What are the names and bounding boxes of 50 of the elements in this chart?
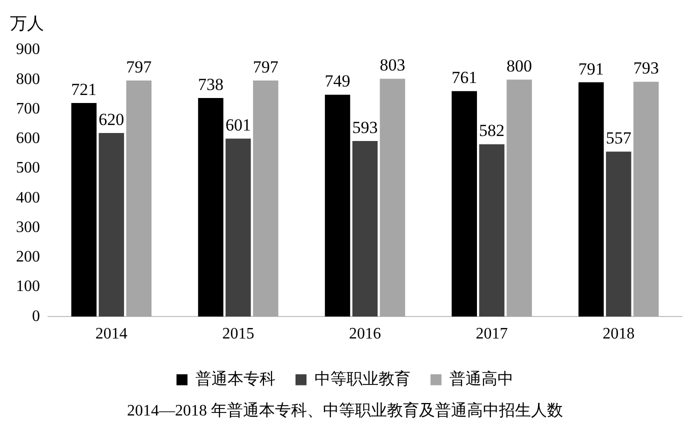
y-axis-title: 万人 bbox=[10, 14, 44, 33]
bar bbox=[324, 94, 350, 317]
data-label: 797 bbox=[126, 57, 152, 76]
bar bbox=[479, 144, 504, 317]
data-label: 791 bbox=[578, 59, 604, 78]
bar bbox=[226, 138, 251, 317]
data-label: 620 bbox=[98, 110, 124, 129]
y-tick-label: 400 bbox=[16, 189, 40, 206]
y-tick-label: 700 bbox=[16, 100, 40, 118]
data-label: 721 bbox=[71, 80, 97, 99]
data-label: 557 bbox=[606, 128, 632, 148]
x-tick-label: 2014 bbox=[95, 325, 128, 342]
legend-label: 普通高中 bbox=[450, 370, 514, 388]
x-tick-label: 2018 bbox=[602, 325, 635, 342]
legend-label: 中等职业教育 bbox=[314, 370, 410, 388]
bar bbox=[98, 132, 124, 317]
data-label: 738 bbox=[198, 74, 224, 94]
data-label: 593 bbox=[352, 118, 378, 137]
y-tick-label: 0 bbox=[32, 308, 40, 325]
data-label: 582 bbox=[479, 121, 505, 140]
bar bbox=[126, 80, 152, 317]
x-tick-label: 2016 bbox=[349, 325, 381, 342]
bar bbox=[198, 98, 224, 317]
y-tick-label: 200 bbox=[16, 248, 40, 266]
y-tick-label: 500 bbox=[16, 160, 40, 177]
data-label: 601 bbox=[225, 116, 251, 135]
bar bbox=[380, 78, 406, 317]
bar bbox=[606, 152, 632, 317]
bar bbox=[633, 82, 659, 317]
y-tick-label: 900 bbox=[16, 41, 40, 58]
bar bbox=[352, 140, 378, 317]
y-tick-label: 600 bbox=[16, 130, 40, 148]
legend-label: 普通本专科 bbox=[196, 370, 276, 388]
x-tick-label: 2015 bbox=[222, 325, 254, 342]
bar bbox=[71, 103, 97, 317]
data-label: 797 bbox=[252, 57, 279, 76]
data-label: 761 bbox=[452, 68, 478, 88]
data-label: 793 bbox=[633, 58, 659, 78]
bar bbox=[253, 80, 278, 317]
bar bbox=[452, 91, 477, 317]
data-label: 803 bbox=[380, 56, 406, 75]
bar bbox=[506, 80, 532, 317]
y-tick-label: 300 bbox=[16, 218, 40, 236]
x-tick-label: 2017 bbox=[476, 325, 508, 342]
data-label: 800 bbox=[506, 56, 532, 76]
y-tick-label: 100 bbox=[16, 278, 40, 296]
data-label: 749 bbox=[324, 72, 350, 91]
y-tick-label: 800 bbox=[16, 70, 40, 88]
bar bbox=[578, 82, 604, 317]
text: 2014—2018 年普通本专科、中等职业教育及普通高中招生人数 bbox=[127, 402, 563, 420]
